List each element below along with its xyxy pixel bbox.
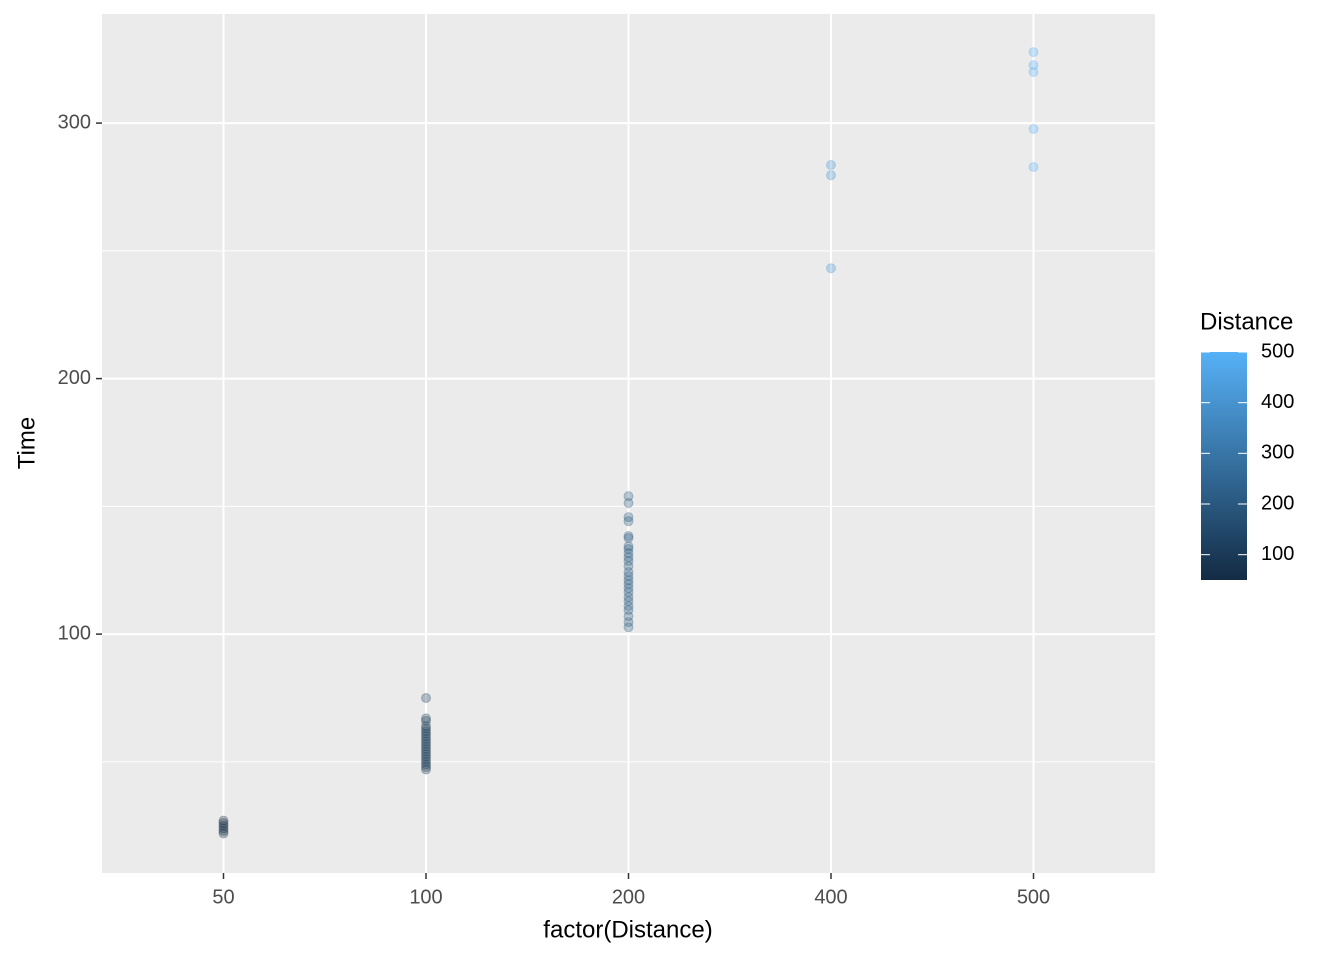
- point: [623, 575, 634, 586]
- point: [421, 738, 431, 749]
- point: [421, 761, 431, 772]
- point: [1028, 162, 1039, 173]
- point: [421, 744, 431, 755]
- point: [623, 611, 634, 622]
- point: [623, 583, 634, 594]
- point: [421, 759, 431, 770]
- point: [421, 751, 431, 762]
- point: [623, 512, 634, 523]
- point: [623, 561, 634, 572]
- y-tick-label: 100: [58, 622, 91, 644]
- point: [218, 823, 229, 834]
- y-tick-label: 200: [58, 367, 91, 389]
- point: [421, 721, 431, 732]
- point: [623, 541, 634, 552]
- legend-title: Distance: [1200, 308, 1293, 335]
- point: [1028, 66, 1039, 77]
- point: [623, 533, 634, 544]
- point: [826, 170, 836, 181]
- point: [623, 556, 634, 567]
- colorbar: [1201, 352, 1247, 580]
- point: [1028, 60, 1039, 71]
- point: [623, 617, 634, 628]
- point: [421, 715, 431, 726]
- point: [623, 544, 634, 555]
- point: [623, 552, 634, 563]
- point: [218, 815, 229, 826]
- legend-label: 400: [1261, 391, 1294, 413]
- point: [826, 160, 836, 171]
- point: [623, 579, 634, 590]
- point: [623, 600, 634, 611]
- point: [421, 754, 431, 765]
- point: [623, 491, 634, 502]
- point: [421, 731, 431, 742]
- point: [623, 516, 634, 527]
- point: [421, 764, 431, 775]
- point: [421, 713, 431, 724]
- point: [1028, 47, 1039, 58]
- point: [623, 605, 634, 616]
- point: [421, 746, 431, 757]
- point: [421, 749, 431, 760]
- x-axis-title: factor(Distance): [543, 916, 712, 943]
- x-tick-label: 100: [409, 886, 442, 908]
- point: [826, 263, 836, 274]
- point: [218, 820, 229, 831]
- point: [421, 692, 431, 703]
- point: [623, 592, 634, 603]
- point: [623, 571, 634, 582]
- y-tick-label: 300: [58, 111, 91, 133]
- point: [623, 596, 634, 607]
- legend-label: 300: [1261, 442, 1294, 464]
- point: [623, 548, 634, 559]
- point: [1028, 123, 1039, 134]
- y-axis-title: Time: [13, 417, 40, 469]
- point: [421, 726, 431, 737]
- point: [421, 733, 431, 744]
- x-tick-label: 50: [212, 886, 234, 908]
- point: [421, 741, 431, 752]
- point: [623, 567, 634, 578]
- point: [623, 530, 634, 541]
- x-tick-label: 500: [1017, 886, 1050, 908]
- point: [623, 498, 634, 509]
- point: [623, 587, 634, 598]
- legend-label: 100: [1261, 543, 1294, 565]
- point: [421, 728, 431, 739]
- x-tick-label: 200: [612, 886, 645, 908]
- point: [623, 622, 634, 633]
- point: [218, 825, 229, 836]
- legend-label: 500: [1261, 340, 1294, 362]
- x-tick-label: 400: [814, 886, 847, 908]
- point: [421, 756, 431, 767]
- point: [218, 828, 229, 839]
- point: [421, 736, 431, 747]
- point: [421, 723, 431, 734]
- legend-label: 200: [1261, 492, 1294, 514]
- point: [218, 818, 229, 829]
